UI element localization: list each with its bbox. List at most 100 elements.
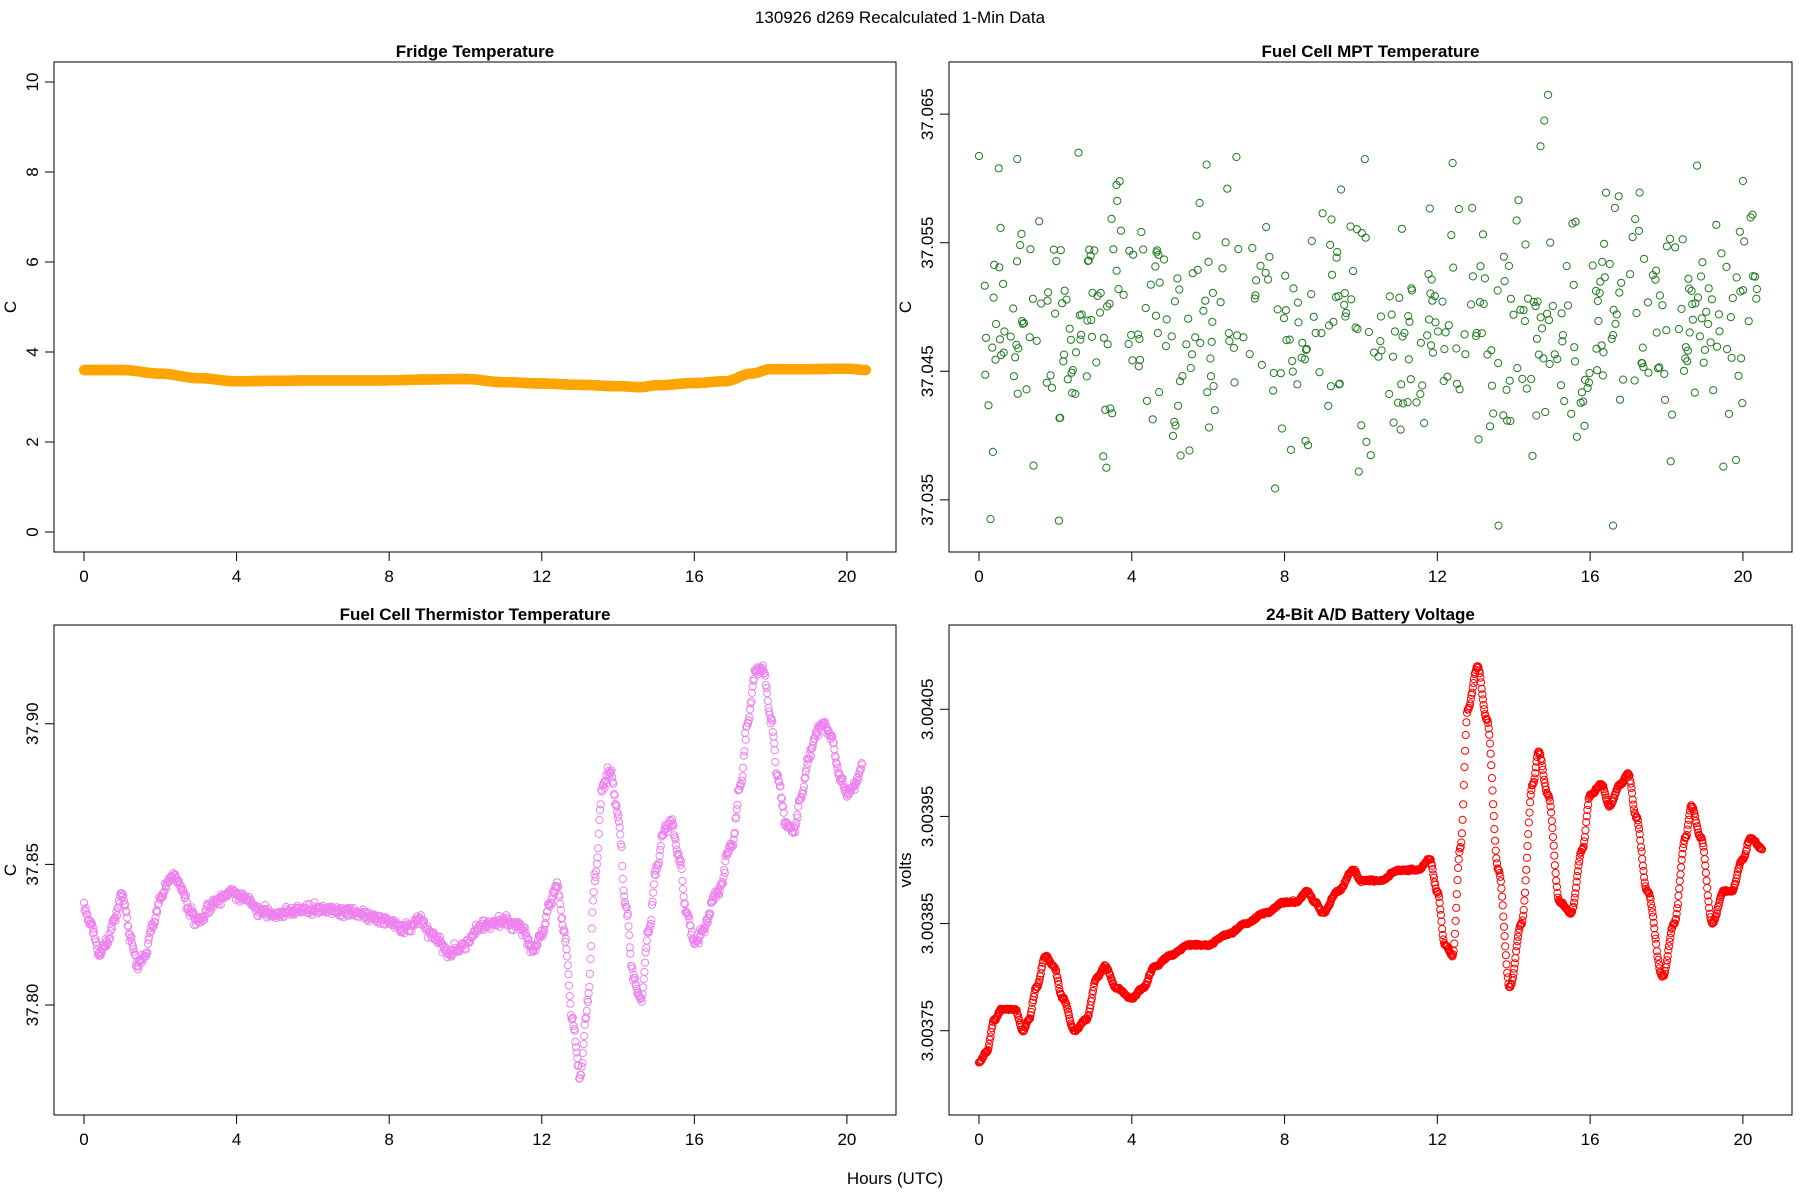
data-point <box>732 805 741 814</box>
data-point <box>1598 371 1608 380</box>
data-point <box>1518 916 1527 925</box>
data-point <box>91 935 100 944</box>
data-point <box>1625 771 1634 780</box>
data-point <box>1049 245 1058 254</box>
data-point <box>1505 376 1514 385</box>
data-point <box>1454 863 1463 873</box>
data-point <box>1354 467 1363 476</box>
x-tick-label: 8 <box>384 567 393 586</box>
data-point <box>1536 313 1545 322</box>
data-point <box>1137 227 1146 237</box>
data-point <box>838 774 847 783</box>
data-point <box>1082 372 1091 381</box>
data-point <box>745 713 754 722</box>
data-point <box>1528 451 1537 460</box>
data-point <box>797 793 806 802</box>
data-point <box>630 974 640 983</box>
data-point <box>1562 262 1571 271</box>
data-points <box>79 661 867 1083</box>
data-point <box>179 886 188 895</box>
data-point <box>1573 867 1583 876</box>
data-point <box>1064 1010 1073 1020</box>
data-point <box>1273 305 1282 314</box>
data-point <box>852 778 861 787</box>
plot-frame <box>53 624 897 1116</box>
data-point <box>594 829 603 839</box>
data-point <box>1065 324 1074 333</box>
data-point <box>747 697 756 706</box>
data-point <box>1129 250 1138 259</box>
data-point <box>1223 184 1232 193</box>
data-point <box>625 943 634 952</box>
data-point <box>1666 234 1675 243</box>
data-point <box>91 937 101 947</box>
data-point <box>1474 435 1483 444</box>
data-point <box>88 920 97 929</box>
data-point <box>1638 359 1647 368</box>
data-point <box>1582 818 1591 827</box>
data-point <box>999 348 1008 357</box>
data-point <box>1724 409 1734 418</box>
data-point <box>1531 763 1540 772</box>
data-point <box>618 874 627 884</box>
data-point <box>580 1031 589 1041</box>
data-point <box>1569 902 1578 911</box>
data-point <box>1701 868 1711 877</box>
data-point <box>1068 366 1077 375</box>
figure-x-label: Hours (UTC) <box>847 1169 943 1188</box>
y-tick-label: 3.00385 <box>918 893 937 954</box>
data-point <box>791 828 800 837</box>
data-point <box>1540 116 1549 125</box>
data-point <box>1404 355 1413 364</box>
x-tick-label: 4 <box>1127 1130 1136 1149</box>
data-point <box>128 942 137 951</box>
data-point <box>1752 294 1761 303</box>
y-tick-label: 0 <box>23 527 42 536</box>
x-tick-label: 8 <box>1280 1130 1289 1149</box>
data-point <box>1664 942 1674 951</box>
data-point <box>1608 331 1618 340</box>
data-point <box>820 718 829 728</box>
data-point <box>1493 286 1502 295</box>
data-point <box>1627 789 1637 798</box>
data-point <box>1232 152 1241 162</box>
data-point <box>1712 909 1721 918</box>
data-point <box>1714 310 1724 319</box>
data-point <box>1277 424 1287 433</box>
data-point <box>1127 330 1136 340</box>
data-point <box>1452 379 1462 388</box>
data-point <box>1374 352 1383 361</box>
data-point <box>1638 343 1647 352</box>
data-point <box>1448 950 1458 959</box>
data-point <box>1552 882 1562 892</box>
data-point <box>593 853 602 862</box>
data-point <box>1407 286 1417 295</box>
data-point <box>701 920 710 929</box>
data-point <box>572 1048 581 1057</box>
data-point <box>1647 903 1656 913</box>
data-point <box>613 813 622 822</box>
data-point <box>1540 775 1549 784</box>
data-point <box>801 767 810 776</box>
data-point <box>1702 307 1711 316</box>
data-point <box>1682 830 1691 840</box>
data-point <box>768 717 777 726</box>
data-point <box>1568 907 1577 916</box>
data-point <box>1632 308 1641 318</box>
data-point <box>1352 225 1362 234</box>
plot-frame <box>53 61 897 553</box>
data-point <box>1517 919 1526 929</box>
data-point <box>858 760 867 769</box>
data-point <box>616 830 625 839</box>
data-point <box>104 939 113 948</box>
data-point <box>625 931 634 940</box>
data-point <box>1515 924 1524 933</box>
data-point <box>1698 836 1707 845</box>
data-point <box>89 924 98 933</box>
data-point <box>1425 204 1434 213</box>
data-point <box>612 802 621 811</box>
data-point <box>1681 354 1690 363</box>
data-point <box>1703 883 1712 893</box>
data-point <box>1610 793 1619 802</box>
